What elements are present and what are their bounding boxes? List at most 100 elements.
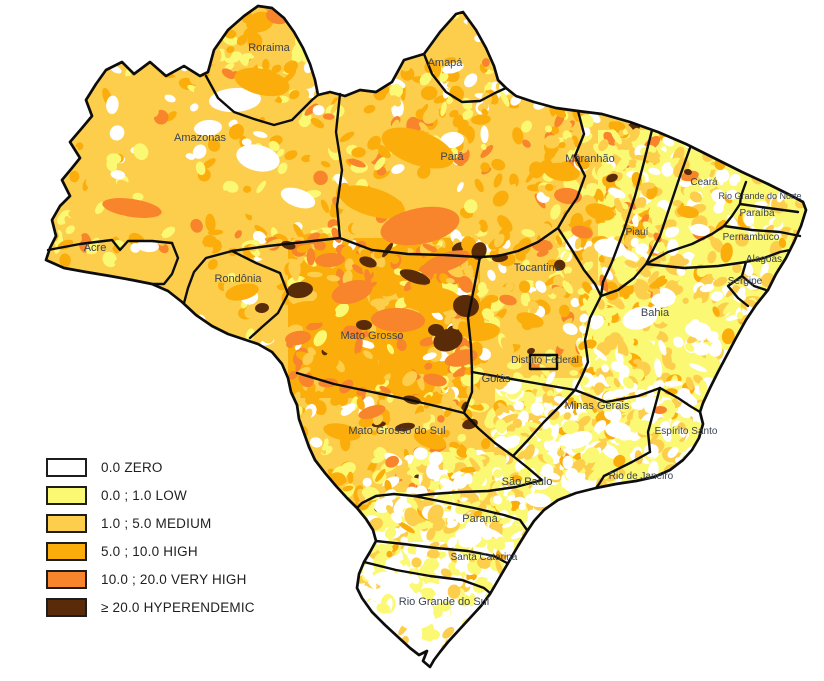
legend-label-very_high: 10.0 ; 20.0 VERY HIGH — [101, 571, 247, 587]
fill-patch — [288, 300, 336, 324]
state-label-minas-gerais: Minas Gerais — [565, 400, 630, 412]
state-label-goias: Goiás — [482, 373, 511, 385]
state-label-pernambuco: Pernambuco — [723, 232, 780, 243]
legend-item-low: 0.0 ; 1.0 LOW — [46, 485, 255, 505]
fill-patch — [563, 430, 593, 450]
fill-patch — [605, 421, 631, 439]
fill-patch — [423, 373, 447, 387]
legend-swatch-very_high — [46, 569, 87, 589]
fill-patch — [413, 430, 447, 450]
fill-patch — [622, 306, 658, 330]
state-label-mato-grosso-do-sul: Mato Grosso do Sul — [348, 425, 445, 437]
state-label-sao-paulo: São Paulo — [502, 476, 553, 488]
state-label-piaui: Piauí — [626, 227, 649, 238]
fill-patch — [585, 203, 615, 221]
state-borders — [46, 52, 802, 595]
hyperendemic-spot — [395, 422, 415, 432]
fill-patch — [280, 187, 316, 209]
state-label-acre: Acre — [84, 242, 107, 254]
fill-patch — [209, 87, 261, 113]
state-label-espirito-santo: Espírito Santo — [655, 426, 718, 437]
legend-label-low: 0.0 ; 1.0 LOW — [101, 487, 187, 503]
legend-swatch-zero — [46, 457, 87, 477]
fill-patch — [323, 423, 361, 441]
legend-item-high: 5.0 ; 10.0 HIGH — [46, 541, 255, 561]
fill-patch — [401, 610, 435, 630]
fill-patch — [285, 330, 311, 346]
fill-patch — [690, 223, 710, 237]
hyperendemic-spot — [255, 302, 269, 314]
fill-patch — [571, 225, 593, 239]
fill-patch — [458, 532, 482, 548]
state-label-rio-grande-do-sul: Rio Grande do Sul — [399, 596, 490, 608]
fill-patch — [440, 131, 464, 149]
hyperendemic-spot — [462, 418, 478, 430]
state-label-amapa: Amapá — [428, 57, 464, 69]
fill-patch — [315, 252, 345, 268]
legend-swatch-low — [46, 485, 87, 505]
hyperendemic-spot — [287, 281, 313, 299]
state-label-parana: Paraná — [462, 513, 498, 525]
state-label-para: Pará — [440, 151, 464, 163]
fill-patch — [234, 67, 290, 97]
hyperendemic-spot — [684, 168, 692, 176]
fill-patch — [404, 286, 460, 314]
fill-patch — [236, 144, 280, 172]
fill-patch — [537, 239, 553, 251]
hyperendemic-spot — [399, 269, 431, 285]
state-label-distrito-federal: Distrito Federal — [511, 355, 579, 366]
hyperendemic-spot — [428, 323, 444, 337]
fill-patch — [499, 294, 517, 306]
hyperendemic-spot — [606, 173, 618, 183]
legend-swatch-hyperendemic — [46, 597, 87, 617]
fill-patch — [442, 62, 464, 74]
legend-swatch-medium — [46, 513, 87, 533]
fill-patch — [137, 239, 159, 253]
legend-swatch-high — [46, 541, 87, 561]
fill-patch — [516, 312, 544, 328]
fill-patch — [381, 127, 455, 169]
hyperendemic-spot — [527, 347, 535, 355]
fill-patch — [446, 349, 478, 367]
state-label-paraiba: Paraíba — [739, 208, 774, 219]
fill-patch — [653, 405, 667, 415]
fill-patch — [544, 162, 580, 182]
legend-item-hyperendemic: ≥ 20.0 HYPERENDEMIC — [46, 597, 255, 617]
state-label-bahia: Bahia — [641, 307, 670, 319]
legend-item-medium: 1.0 ; 5.0 MEDIUM — [46, 513, 255, 533]
hyperendemic-spot — [356, 319, 372, 331]
fill-patch — [225, 283, 259, 301]
state-label-mato-grosso: Mato Grosso — [341, 330, 404, 342]
fill-patch — [331, 279, 373, 305]
state-label-rondonia: Rondônia — [214, 273, 262, 285]
fill-patch — [651, 292, 675, 308]
legend-label-hyperendemic: ≥ 20.0 HYPERENDEMIC — [101, 599, 255, 615]
country-outline — [44, 4, 808, 669]
fill-patch — [102, 198, 162, 218]
fill-patch — [194, 119, 222, 137]
state-label-rio-de-janeiro: Rio de Janeiro — [609, 471, 674, 482]
state-label-amazonas: Amazonas — [174, 132, 226, 144]
state-label-alagoas: Alagoas — [746, 254, 782, 265]
state-label-santa-catarina: Santa Catarina — [451, 552, 518, 563]
fill-patch — [677, 205, 699, 219]
legend-label-zero: 0.0 ZERO — [101, 459, 163, 475]
fill-patch — [373, 571, 403, 589]
map-legend: 0.0 ZERO 0.0 ; 1.0 LOW 1.0 ; 5.0 MEDIUM 5.0… — [46, 457, 255, 617]
legend-label-medium: 1.0 ; 5.0 MEDIUM — [101, 515, 212, 531]
legend-item-very_high: 10.0 ; 20.0 VERY HIGH — [46, 569, 255, 589]
state-label-ceara: Ceará — [690, 177, 718, 188]
legend-item-zero: 0.0 ZERO — [46, 457, 255, 477]
fill-patch — [380, 206, 460, 246]
fill-patch — [371, 307, 425, 333]
state-label-maranhao: Maranhão — [565, 153, 615, 165]
fill-patch — [525, 492, 551, 508]
legend-label-high: 5.0 ; 10.0 HIGH — [101, 543, 198, 559]
fill-patch — [685, 321, 711, 339]
state-label-sergipe: Sergipe — [728, 276, 763, 287]
hyperendemic-spot — [359, 256, 377, 268]
state-label-tocantins: Tocantins — [514, 262, 561, 274]
